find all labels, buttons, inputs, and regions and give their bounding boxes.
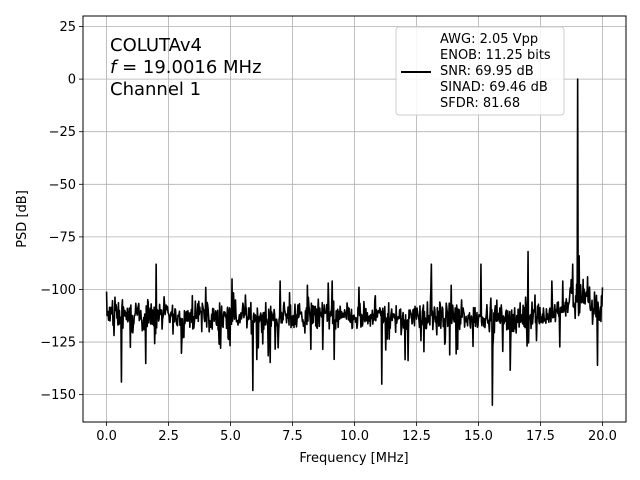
y-tick-label: −25 (49, 125, 76, 140)
y-tick-label: −75 (49, 230, 76, 245)
x-tick-label: 10.0 (340, 429, 369, 444)
y-tick-label: −125 (40, 336, 76, 351)
x-tick-label: 17.5 (526, 429, 555, 444)
y-tick-label: −150 (40, 388, 76, 403)
annotation-frequency-value: = 19.0016 MHz (116, 57, 261, 78)
legend-entry-enob: ENOB: 11.25 bits (440, 48, 551, 63)
legend-entry-sinad: SINAD: 69.46 dB (440, 80, 548, 95)
x-axis-ticks: 0.0 2.5 5.0 7.5 10.0 12.5 15.0 17.5 20.0 (96, 422, 617, 444)
x-tick-label: 2.5 (158, 429, 179, 444)
legend-entry-sfdr: SFDR: 81.68 (440, 96, 520, 111)
annotation-channel: Channel 1 (110, 79, 201, 100)
y-tick-label: −50 (49, 178, 76, 193)
x-tick-label: 5.0 (220, 429, 241, 444)
annotation-block: COLUTAv4 f = 19.0016 MHz Channel 1 (110, 35, 262, 100)
y-axis-label: PSD [dB] (15, 190, 30, 248)
annotation-frequency: f = 19.0016 MHz (110, 57, 262, 78)
y-tick-label: 0 (68, 73, 76, 88)
annotation-title: COLUTAv4 (110, 35, 202, 56)
x-tick-label: 0.0 (96, 429, 117, 444)
legend-entry-awg: AWG: 2.05 Vpp (440, 32, 538, 47)
x-tick-label: 20.0 (588, 429, 617, 444)
legend-box (395, 26, 565, 116)
legend-entry-snr: SNR: 69.95 dB (440, 64, 534, 79)
annotation-frequency-var: f (110, 57, 119, 78)
x-tick-label: 15.0 (464, 429, 493, 444)
y-tick-label: −100 (40, 283, 76, 298)
y-axis-ticks: 25 0 −25 −50 −75 −100 −125 −150 (40, 20, 83, 403)
x-tick-label: 7.5 (282, 429, 303, 444)
y-tick-label: 25 (59, 20, 76, 35)
x-tick-label: 12.5 (402, 429, 431, 444)
x-axis-label: Frequency [MHz] (299, 451, 408, 466)
plot-data-group (105, 78, 604, 406)
psd-series-line (105, 78, 604, 406)
legend: AWG: 2.05 Vpp ENOB: 11.25 bits SNR: 69.9… (395, 26, 565, 116)
